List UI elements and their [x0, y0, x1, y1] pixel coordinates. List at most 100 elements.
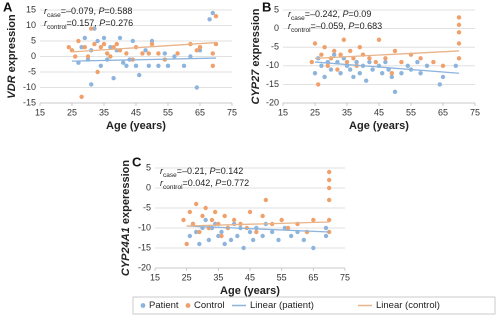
point: [216, 233, 221, 239]
point: [66, 45, 72, 50]
y-tick-label: -10: [23, 82, 36, 92]
y-tick-label: -5: [28, 66, 36, 76]
point: [456, 15, 462, 20]
point: [210, 10, 215, 16]
point: [325, 63, 330, 68]
y-axis-label: CYP24A1 experession: [120, 160, 132, 276]
point: [143, 48, 148, 53]
point: [95, 38, 100, 44]
point: [108, 54, 113, 59]
trend-line: [314, 61, 460, 74]
y-tick-label: -15: [266, 79, 279, 89]
x-tick-label: 35: [342, 107, 352, 117]
point: [105, 57, 110, 62]
annotation-part: control: [291, 27, 311, 34]
point: [456, 41, 462, 46]
legend-label: Linear (patient): [250, 300, 314, 311]
x-tick-label: 25: [182, 272, 192, 282]
point: [247, 229, 253, 235]
point: [348, 48, 353, 54]
y-label-part: experession: [120, 160, 132, 228]
point: [194, 85, 199, 90]
annotation-part: P: [348, 21, 354, 31]
point: [326, 177, 332, 183]
point: [79, 45, 84, 50]
trend-line: [186, 225, 330, 233]
point: [424, 63, 430, 68]
y-label-part: CYP27: [250, 69, 262, 105]
point: [326, 217, 332, 223]
point: [319, 52, 324, 57]
x-tick-label: 15: [278, 107, 288, 117]
point: [354, 59, 359, 65]
y-label-part: expression: [250, 8, 262, 69]
annotation-part: =0.157,: [67, 18, 100, 28]
y-tick-label: -15: [138, 242, 151, 252]
point: [357, 71, 362, 76]
point: [370, 67, 375, 72]
annotation-part: =0.276: [105, 18, 133, 28]
point: [285, 225, 291, 231]
y-tick-label: 5: [146, 162, 151, 172]
point: [328, 67, 334, 72]
annotation-part: P: [210, 166, 216, 176]
legend-label: Linear (control): [376, 300, 440, 311]
point: [276, 237, 281, 243]
point: [399, 71, 404, 76]
y-tick-label: -15: [23, 97, 36, 107]
x-tick-label: 35: [213, 272, 223, 282]
annotation: rcontrol=–0.059, P=0.683: [288, 21, 382, 34]
point: [212, 209, 218, 215]
point: [323, 225, 329, 231]
point: [364, 78, 369, 83]
annotation-part: P: [99, 18, 105, 28]
point: [85, 54, 91, 59]
point: [376, 37, 382, 42]
point: [437, 82, 442, 87]
annotation-part: P: [215, 178, 221, 188]
annotation-part: =0.142: [216, 166, 244, 176]
point: [357, 45, 362, 50]
point: [319, 63, 324, 68]
point: [332, 48, 337, 54]
point: [114, 41, 120, 47]
point: [389, 74, 394, 80]
point: [121, 60, 126, 65]
point: [389, 71, 394, 76]
point: [82, 45, 88, 50]
trend-line: [186, 221, 330, 227]
point: [187, 209, 193, 215]
point: [282, 225, 288, 231]
legend-marker: [185, 303, 191, 308]
point: [219, 233, 224, 239]
point: [184, 241, 189, 247]
point: [322, 74, 327, 80]
y-tick-label: 0: [31, 51, 36, 61]
y-tick-label: 10: [26, 20, 36, 30]
y-tick-label: 5: [274, 4, 279, 14]
point: [92, 26, 97, 31]
point: [405, 63, 410, 68]
point: [309, 59, 314, 65]
point: [301, 237, 307, 243]
point: [247, 209, 253, 215]
point: [149, 41, 155, 47]
annotation: rcase=–0.079, P=0.588: [44, 6, 132, 19]
panel-letter: B: [262, 0, 271, 14]
point: [188, 54, 193, 59]
point: [456, 56, 462, 61]
point: [203, 217, 208, 223]
point: [288, 233, 294, 239]
x-tick-label: 25: [310, 107, 320, 117]
panel-letter: C: [132, 154, 142, 169]
annotation-part: control: [47, 24, 67, 31]
y-tick-label: 0: [274, 23, 279, 33]
point: [260, 213, 265, 219]
x-axis-label: Age (years): [106, 120, 166, 132]
point: [140, 51, 145, 56]
point: [322, 45, 327, 50]
point: [181, 217, 186, 223]
point: [228, 237, 234, 243]
point: [326, 197, 332, 203]
